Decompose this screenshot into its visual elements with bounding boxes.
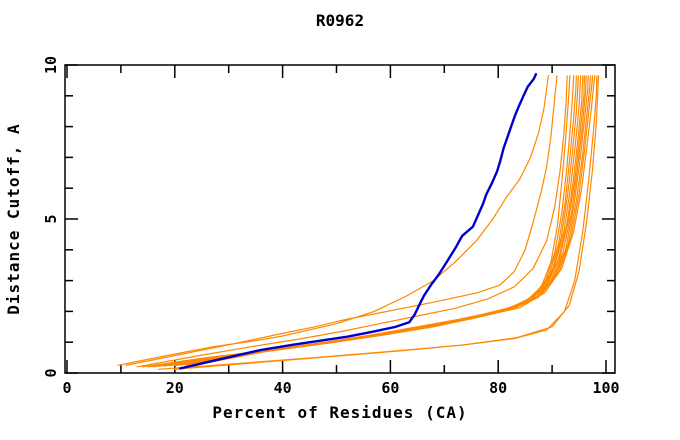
blue-highlight-model-curve bbox=[178, 72, 538, 370]
x-tick-label: 0 bbox=[62, 379, 71, 397]
x-tick-label: 40 bbox=[274, 379, 292, 397]
orange-model-01-curve bbox=[117, 75, 549, 366]
y-tick-label: 5 bbox=[42, 214, 60, 223]
orange-model-15-curve bbox=[201, 75, 596, 365]
x-tick-label: 80 bbox=[489, 379, 507, 397]
x-tick-label: 100 bbox=[592, 379, 619, 397]
chart-title: R0962 bbox=[315, 11, 365, 30]
y-tick-label: 10 bbox=[42, 56, 60, 74]
orange-model-08-curve bbox=[163, 75, 582, 367]
orange-model-03-curve bbox=[136, 75, 568, 368]
orange-model-05-curve bbox=[147, 75, 575, 368]
orange-model-10-curve bbox=[174, 75, 586, 367]
x-tick-label: 20 bbox=[166, 379, 184, 397]
orange-model-11-curve bbox=[179, 75, 587, 366]
orange-model-07-curve bbox=[158, 75, 580, 367]
plot-frame bbox=[64, 64, 616, 374]
orange-model-09-curve bbox=[168, 75, 584, 367]
x-axis-label: Percent of Residues (CA) bbox=[212, 403, 468, 422]
y-tick-label: 0 bbox=[42, 368, 60, 377]
orange-model-02-curve bbox=[125, 75, 558, 366]
orange-model-17-curve bbox=[158, 75, 600, 370]
orange-model-04-curve bbox=[141, 75, 571, 368]
x-tick-label: 60 bbox=[381, 379, 399, 397]
